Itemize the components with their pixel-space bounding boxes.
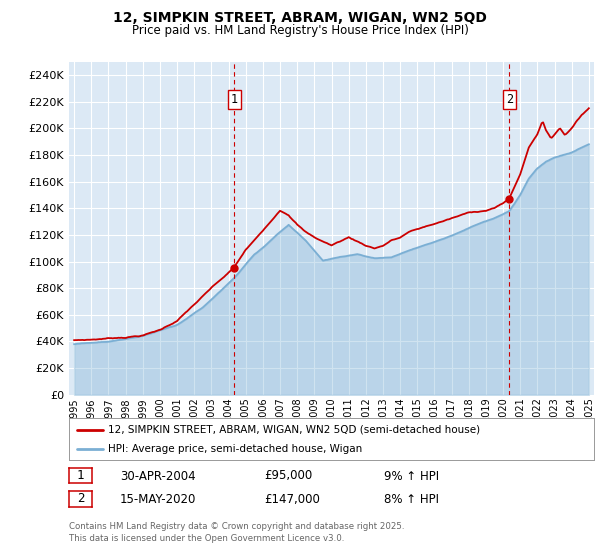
Text: 2: 2 (77, 492, 84, 506)
Text: £147,000: £147,000 (264, 493, 320, 506)
Text: 30-APR-2004: 30-APR-2004 (120, 469, 196, 483)
Text: 15-MAY-2020: 15-MAY-2020 (120, 493, 196, 506)
Text: £95,000: £95,000 (264, 469, 312, 483)
Text: 1: 1 (77, 469, 84, 482)
Text: 12, SIMPKIN STREET, ABRAM, WIGAN, WN2 5QD (semi-detached house): 12, SIMPKIN STREET, ABRAM, WIGAN, WN2 5Q… (109, 424, 481, 435)
Text: HPI: Average price, semi-detached house, Wigan: HPI: Average price, semi-detached house,… (109, 444, 362, 454)
Text: 2: 2 (506, 94, 513, 106)
Text: 12, SIMPKIN STREET, ABRAM, WIGAN, WN2 5QD: 12, SIMPKIN STREET, ABRAM, WIGAN, WN2 5Q… (113, 11, 487, 25)
Text: 8% ↑ HPI: 8% ↑ HPI (384, 493, 439, 506)
Text: 1: 1 (230, 94, 238, 106)
Text: Price paid vs. HM Land Registry's House Price Index (HPI): Price paid vs. HM Land Registry's House … (131, 24, 469, 36)
Text: 9% ↑ HPI: 9% ↑ HPI (384, 469, 439, 483)
Text: Contains HM Land Registry data © Crown copyright and database right 2025.
This d: Contains HM Land Registry data © Crown c… (69, 522, 404, 543)
